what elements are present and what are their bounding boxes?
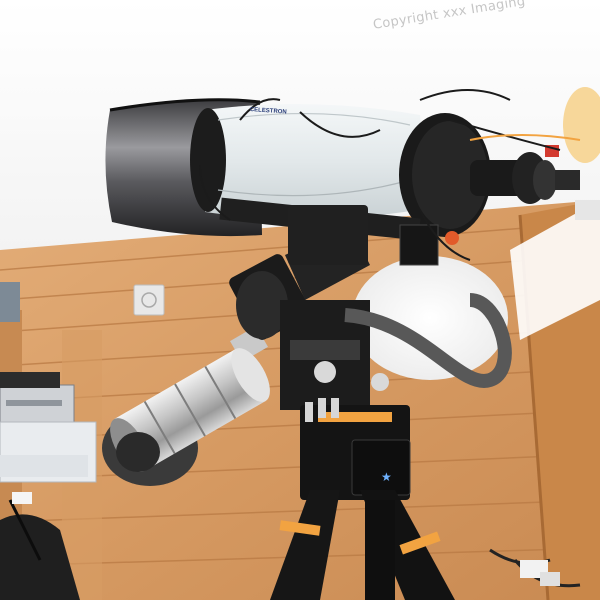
- control-box: [300, 398, 411, 500]
- rear-accessories: [399, 145, 600, 266]
- light-glare: [563, 87, 600, 163]
- cable-loop: [344, 293, 512, 388]
- mount-logo: ★: [381, 470, 392, 484]
- tripod: [270, 490, 455, 600]
- wall-outlet: [133, 284, 165, 316]
- focus-motor: [288, 205, 368, 265]
- wires: [199, 89, 561, 261]
- orange-cable: [469, 134, 581, 141]
- counterweights: [102, 326, 270, 486]
- equipment-cases: [0, 282, 97, 600]
- dome-opening: [352, 256, 508, 380]
